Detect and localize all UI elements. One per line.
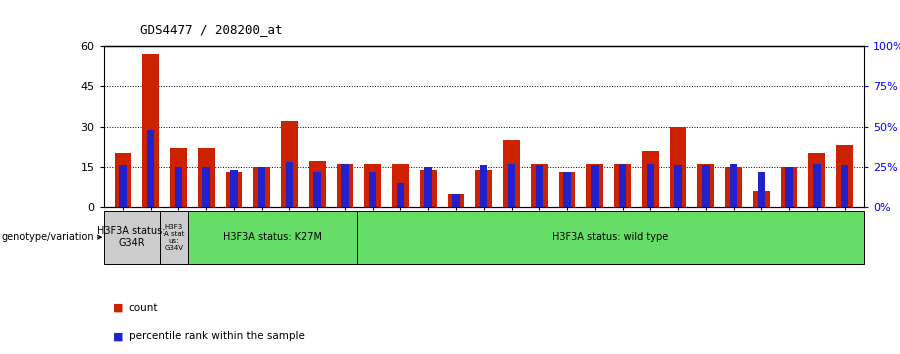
Bar xyxy=(563,172,571,207)
Bar xyxy=(698,164,714,207)
Bar xyxy=(452,194,460,207)
Bar xyxy=(198,148,214,207)
Bar xyxy=(813,164,821,207)
Bar xyxy=(142,54,159,207)
Text: H3F3A status:
G34R: H3F3A status: G34R xyxy=(97,226,166,248)
Bar xyxy=(281,121,298,207)
Bar xyxy=(531,164,547,207)
Bar xyxy=(836,145,853,207)
Bar xyxy=(119,165,127,207)
Text: ■: ■ xyxy=(112,303,123,313)
Bar xyxy=(475,170,492,207)
Bar xyxy=(642,151,659,207)
Bar xyxy=(447,194,464,207)
Bar xyxy=(170,148,187,207)
Text: H3F3
A stat
us:
G34V: H3F3 A stat us: G34V xyxy=(164,224,184,251)
FancyArrowPatch shape xyxy=(97,235,102,239)
Bar xyxy=(503,140,520,207)
Bar xyxy=(425,167,432,207)
Bar xyxy=(559,172,575,207)
Bar xyxy=(226,172,242,207)
Bar xyxy=(725,167,742,207)
Text: percentile rank within the sample: percentile rank within the sample xyxy=(129,331,304,341)
Bar xyxy=(114,153,131,207)
Bar xyxy=(753,191,770,207)
Bar xyxy=(780,167,797,207)
Bar xyxy=(230,170,238,207)
Bar xyxy=(337,164,354,207)
Bar xyxy=(702,165,709,207)
Bar xyxy=(309,161,326,207)
Bar xyxy=(254,167,270,207)
Bar xyxy=(285,162,293,207)
Bar xyxy=(614,164,631,207)
Text: H3F3A status: wild type: H3F3A status: wild type xyxy=(553,232,669,242)
Bar xyxy=(786,167,793,207)
Bar xyxy=(392,164,409,207)
Bar xyxy=(536,165,543,207)
Bar xyxy=(202,167,210,207)
Bar xyxy=(313,172,321,207)
Bar xyxy=(591,165,599,207)
Bar xyxy=(841,165,849,207)
Bar xyxy=(175,167,182,207)
Bar xyxy=(420,170,436,207)
Text: genotype/variation: genotype/variation xyxy=(2,232,94,242)
Bar xyxy=(508,164,516,207)
Bar xyxy=(341,164,348,207)
Bar xyxy=(480,165,488,207)
Text: H3F3A status: K27M: H3F3A status: K27M xyxy=(223,232,322,242)
Bar xyxy=(619,164,626,207)
Bar xyxy=(674,165,682,207)
Text: count: count xyxy=(129,303,158,313)
Bar xyxy=(258,167,265,207)
Bar xyxy=(369,172,376,207)
Text: GDS4477 / 208200_at: GDS4477 / 208200_at xyxy=(140,23,282,36)
Bar xyxy=(758,172,765,207)
Bar xyxy=(364,164,381,207)
Bar xyxy=(808,153,825,207)
Text: ■: ■ xyxy=(112,331,123,341)
Bar xyxy=(646,164,654,207)
Bar xyxy=(147,130,155,207)
Bar xyxy=(730,164,737,207)
Bar xyxy=(670,127,687,207)
Bar xyxy=(587,164,603,207)
Bar xyxy=(397,183,404,207)
